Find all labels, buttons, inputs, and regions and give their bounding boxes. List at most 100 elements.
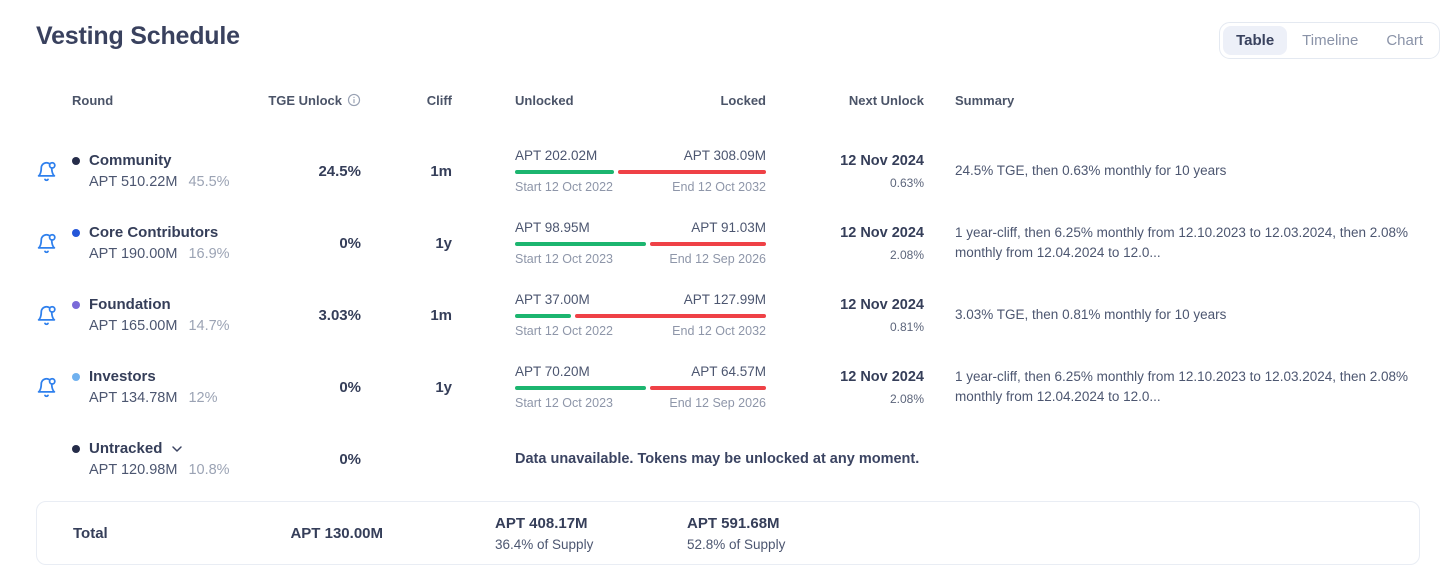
col-header-progress: Unlocked Locked — [515, 93, 766, 108]
unlocked-bar-segment — [515, 386, 646, 390]
start-date: Start 12 Oct 2023 — [515, 252, 613, 266]
view-toggle-table[interactable]: Table — [1223, 26, 1288, 55]
round-cell: Untracked APT 120.98M 10.8% — [72, 440, 261, 478]
col-header-locked: Locked — [720, 92, 766, 108]
table-body: Community APT 510.22M 45.5% 24.5% 1m APT… — [36, 135, 1420, 495]
cliff-value: 1m — [430, 306, 452, 324]
locked-bar-segment — [618, 170, 766, 174]
tge-unlock-value: 0% — [339, 450, 361, 468]
next-unlock-date: 12 Nov 2024 — [840, 368, 924, 385]
round-supply-pct: 14.7% — [188, 318, 230, 334]
start-date: Start 12 Oct 2022 — [515, 324, 613, 338]
end-date: End 12 Oct 2032 — [672, 180, 766, 194]
start-date: Start 12 Oct 2022 — [515, 180, 613, 194]
locked-amount: APT 64.57M — [691, 364, 766, 379]
chevron-down-icon — [169, 441, 185, 457]
table-row-untracked: Untracked APT 120.98M 10.8% 0% Data unav… — [36, 423, 1420, 495]
round-color-dot — [72, 300, 80, 309]
next-unlock-cell: 12 Nov 2024 0.63% — [766, 153, 924, 190]
round-supply-pct: 10.8% — [188, 462, 230, 478]
unlocked-amount: APT 202.02M — [515, 148, 598, 163]
round-cell: Foundation APT 165.00M 14.7% — [72, 296, 261, 334]
locked-bar-segment — [649, 242, 766, 246]
locked-amount: APT 127.99M — [683, 292, 766, 307]
next-unlock-date: 12 Nov 2024 — [840, 152, 924, 169]
untracked-toggle[interactable]: Untracked — [72, 440, 261, 457]
tge-unlock-value: 0% — [339, 234, 361, 252]
locked-bar-segment — [649, 386, 766, 390]
total-locked-amount: APT 591.68M — [687, 514, 780, 532]
unlock-progress: APT 202.02M APT 308.09M Start 12 Oct 202… — [515, 148, 766, 194]
next-unlock-pct: 2.08% — [889, 391, 924, 406]
round-supply-pct: 45.5% — [188, 174, 230, 190]
summary-text: 3.03% TGE, then 0.81% monthly for 10 yea… — [955, 307, 1227, 323]
view-toggle-timeline[interactable]: Timeline — [1289, 26, 1371, 55]
view-toggle-chart[interactable]: Chart — [1373, 26, 1436, 55]
next-unlock-cell: 12 Nov 2024 2.08% — [766, 225, 924, 262]
tge-unlock-value: 0% — [339, 378, 361, 396]
round-cell: Community APT 510.22M 45.5% — [72, 152, 261, 190]
round-color-dot — [72, 372, 80, 381]
unlock-progress: APT 37.00M APT 127.99M Start 12 Oct 2022… — [515, 292, 766, 338]
end-date: End 12 Oct 2032 — [672, 324, 766, 338]
col-header-next-unlock: Next Unlock — [848, 92, 924, 108]
round-color-dot — [72, 444, 80, 453]
table-row-foundation: Foundation APT 165.00M 14.7% 3.03% 1m AP… — [36, 279, 1420, 351]
unlocked-bar-segment — [515, 314, 572, 318]
end-date: End 12 Sep 2026 — [669, 396, 766, 410]
col-header-round: Round — [72, 92, 114, 108]
page-title: Vesting Schedule — [36, 22, 240, 50]
next-unlock-pct: 0.63% — [889, 175, 924, 190]
data-unavailable-message: Data unavailable. Tokens may be unlocked… — [515, 451, 920, 467]
start-date: Start 12 Oct 2023 — [515, 396, 613, 410]
next-unlock-cell: 12 Nov 2024 0.81% — [766, 297, 924, 334]
summary-text: 24.5% TGE, then 0.63% monthly for 10 yea… — [955, 163, 1227, 179]
col-header-tge-unlock-label: TGE Unlock — [268, 92, 342, 108]
round-amount: APT 190.00M — [89, 246, 178, 262]
notification-bell-icon[interactable] — [36, 305, 72, 326]
locked-amount: APT 308.09M — [683, 148, 766, 163]
unlock-progress: APT 70.20M APT 64.57M Start 12 Oct 2023 … — [515, 364, 766, 410]
unlocked-amount: APT 70.20M — [515, 364, 590, 379]
round-name: Foundation — [89, 296, 171, 313]
total-row: Total APT 130.00M APT 408.17M 36.4% of S… — [36, 501, 1420, 565]
progress-bar — [515, 314, 766, 318]
table-row-community: Community APT 510.22M 45.5% 24.5% 1m APT… — [36, 135, 1420, 207]
cliff-value: 1m — [430, 162, 452, 180]
total-tge-amount: APT 130.00M — [290, 524, 383, 542]
cliff-value: 1y — [435, 378, 452, 396]
round-name: Community — [89, 152, 172, 169]
progress-bar — [515, 170, 766, 174]
round-name: Investors — [89, 368, 156, 385]
round-amount: APT 134.78M — [89, 390, 178, 406]
notification-bell-icon[interactable] — [36, 233, 72, 254]
total-locked-cell: APT 591.68M 52.8% of Supply — [687, 515, 1419, 552]
unlock-progress: APT 98.95M APT 91.03M Start 12 Oct 2023 … — [515, 220, 766, 266]
col-header-unlocked: Unlocked — [515, 92, 574, 108]
next-unlock-cell: 12 Nov 2024 2.08% — [766, 369, 924, 406]
notification-bell-icon[interactable] — [36, 377, 72, 398]
next-unlock-date: 12 Nov 2024 — [840, 296, 924, 313]
next-unlock-pct: 2.08% — [889, 247, 924, 262]
next-unlock-date: 12 Nov 2024 — [840, 224, 924, 241]
view-toggle: Table Timeline Chart — [1219, 22, 1440, 59]
info-icon[interactable] — [347, 93, 361, 107]
round-name: Core Contributors — [89, 224, 219, 241]
unlocked-amount: APT 37.00M — [515, 292, 590, 307]
unlocked-bar-segment — [515, 242, 646, 246]
col-header-cliff: Cliff — [426, 92, 452, 108]
tge-unlock-value: 24.5% — [318, 162, 361, 180]
total-unlocked-cell: APT 408.17M 36.4% of Supply — [495, 515, 687, 552]
progress-bar — [515, 386, 766, 390]
table-header: Round TGE Unlock Cliff Unlocked Locked N… — [36, 83, 1420, 117]
total-locked-supply: 52.8% of Supply — [687, 536, 786, 552]
total-unlocked-amount: APT 408.17M — [495, 514, 588, 532]
notification-bell-icon[interactable] — [36, 161, 72, 182]
total-unlocked-supply: 36.4% of Supply — [495, 536, 594, 552]
round-color-dot — [72, 228, 80, 237]
progress-bar — [515, 242, 766, 246]
round-color-dot — [72, 156, 80, 165]
round-cell: Investors APT 134.78M 12% — [72, 368, 261, 406]
round-name: Untracked — [89, 440, 163, 457]
